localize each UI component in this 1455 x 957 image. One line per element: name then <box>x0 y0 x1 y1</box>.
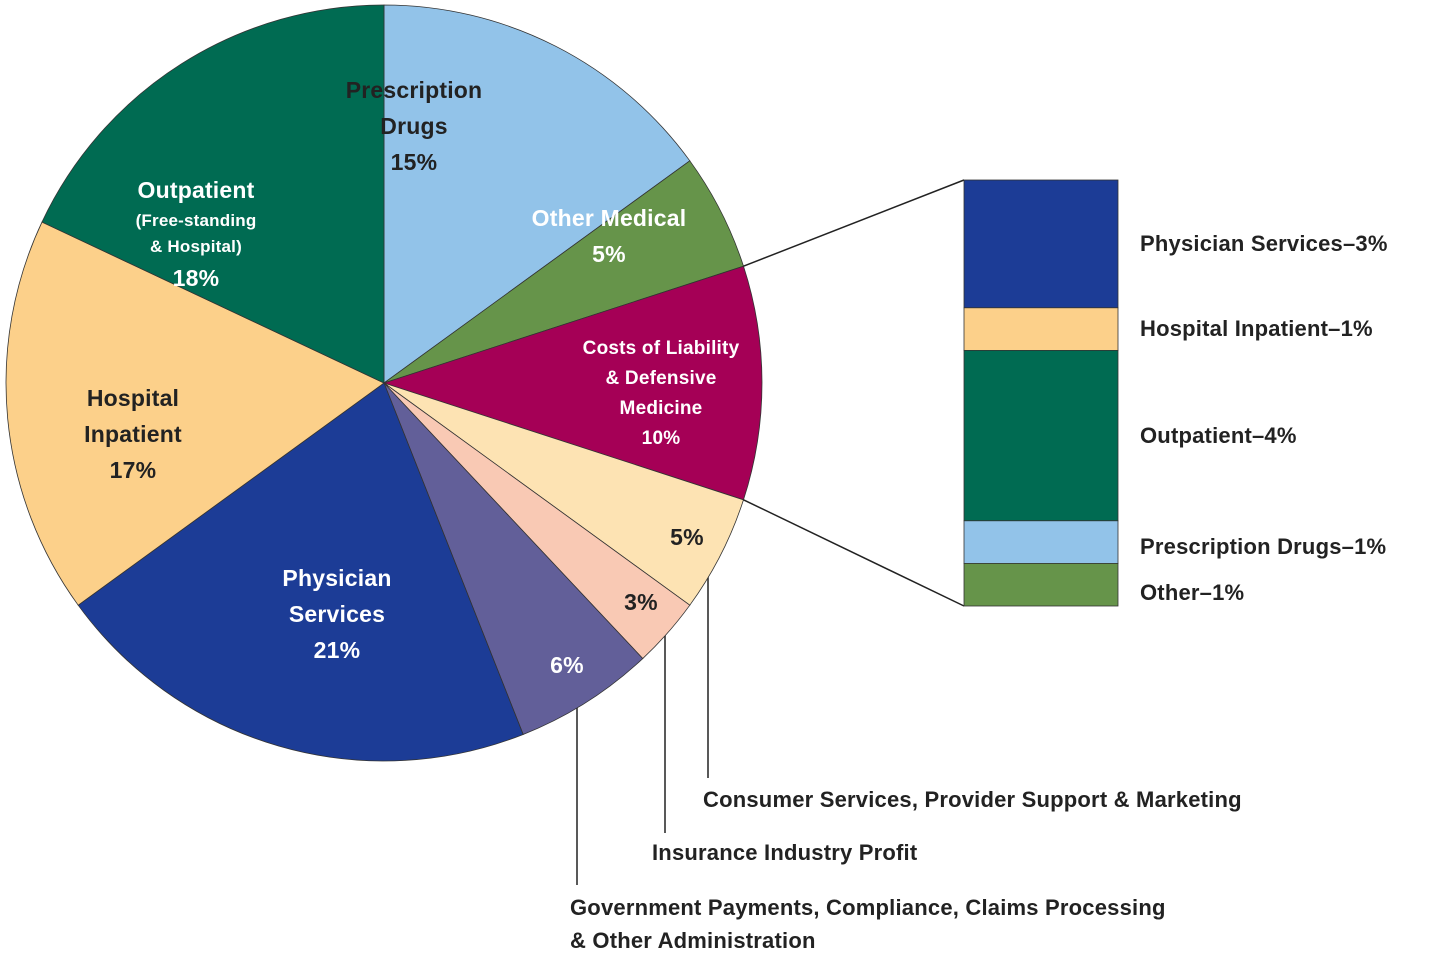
slice-value-label: 21% <box>313 637 361 663</box>
connector-line <box>743 499 965 607</box>
segment-label: Physician Services–3% <box>1140 230 1388 256</box>
slice-note: (Free-standing & Hospital) <box>135 211 257 256</box>
pie-slice <box>77 382 524 762</box>
pie-slice <box>383 4 691 384</box>
callout-label: Consumer Services, Provider Support & Ma… <box>703 787 1242 812</box>
slice-label: Hospital Inpatient 17% <box>84 380 182 488</box>
slice-label: Costs of Liability & Defensive Medicine 1… <box>583 334 740 454</box>
segment-label: Other–1% <box>1140 579 1245 605</box>
slice-value-label: 5% <box>670 524 704 550</box>
slice-label: Physician Services 21% <box>282 560 391 668</box>
slice-label: Outpatient (Free-standing & Hospital) 18% <box>136 172 257 296</box>
slice-value-label: 5% <box>592 241 626 267</box>
slice-value-label: 6% <box>550 652 584 678</box>
segment-label: Outpatient–4% <box>1140 422 1297 448</box>
slice-name: Hospital Inpatient <box>84 385 182 447</box>
slice-value-label: 15% <box>390 149 438 175</box>
slice-label: 3% <box>624 584 658 620</box>
slice-name: Other Medical <box>531 205 687 231</box>
slice-value-label: 17% <box>109 457 157 483</box>
bar-segment <box>963 520 1119 564</box>
slice-label: Other Medical 5% <box>532 200 687 272</box>
slice-label: 5% <box>670 519 704 555</box>
pie-slice <box>383 382 644 735</box>
slice-label: 6% <box>550 647 584 683</box>
pie-slice <box>382 265 763 501</box>
connector-line <box>743 179 965 267</box>
bar-segment <box>963 179 1119 309</box>
bar-segment <box>963 563 1119 607</box>
slice-value-label: 18% <box>172 265 220 291</box>
segment-label: Hospital Inpatient–1% <box>1140 316 1373 342</box>
slice-name: Outpatient <box>137 177 255 203</box>
slice-name: Costs of Liability & Defensive Medicine <box>582 338 740 419</box>
pie-slice <box>5 221 385 606</box>
slice-value-label: 3% <box>624 589 658 615</box>
bar-segment <box>963 349 1119 522</box>
slice-name: Prescription Drugs <box>345 77 483 139</box>
callout-label: Government Payments, Compliance, Claims … <box>570 895 1166 953</box>
slice-label: Prescription Drugs 15% <box>346 72 483 180</box>
slice-name: Physician Services <box>282 565 392 627</box>
callout-label: Insurance Industry Profit <box>652 840 918 865</box>
segment-label: Prescription Drugs–1% <box>1140 534 1387 560</box>
slice-value-label: 10% <box>641 428 681 449</box>
pie-slice <box>41 4 385 384</box>
bar-segment <box>963 307 1119 351</box>
